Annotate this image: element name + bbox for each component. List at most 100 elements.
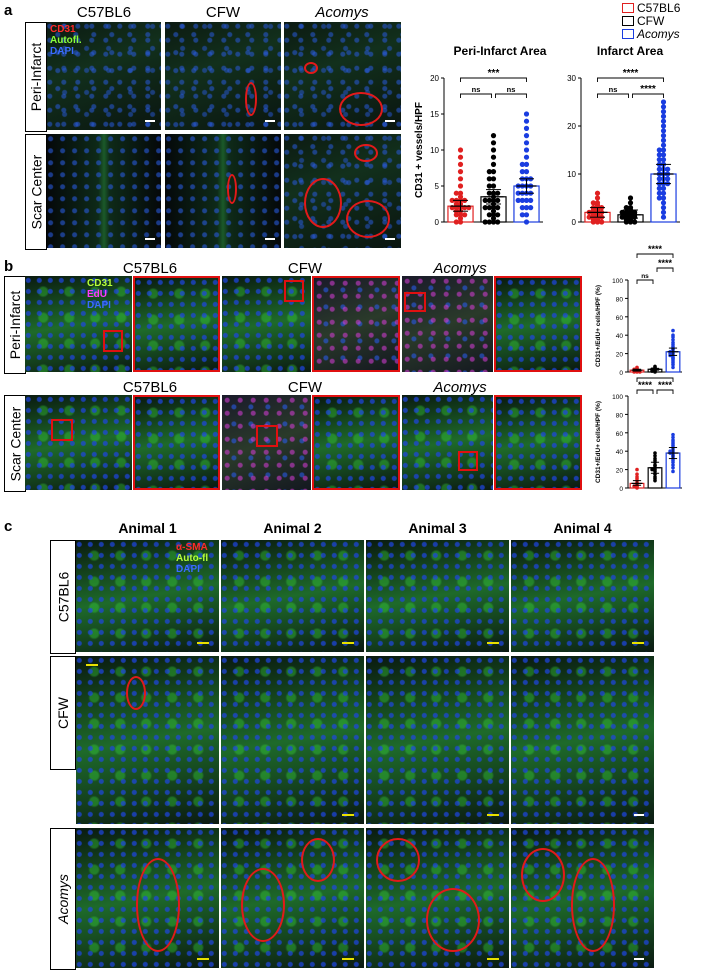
data-point [653,364,657,369]
data-point [457,194,464,200]
chart-b-peri-infarct: 0 20 40 60 80 100 CD31+/EdU+ cells/HPF (%) ****… [595,244,682,377]
data-point [660,133,667,139]
data-point [486,205,492,211]
data-point [523,205,530,211]
y-tick-label: 80 [616,296,624,303]
y-tick-label: 0 [619,370,623,377]
micrograph-c-cfw-animal-3 [366,656,509,824]
data-point [457,183,464,189]
col-header-cfw: CFW [205,4,241,21]
data-point [523,111,530,117]
data-point [515,190,521,196]
data-point [453,219,459,225]
micrograph-b-cfw-scar [222,395,311,490]
data-point [656,166,662,172]
data-point [660,137,667,143]
y-tick-label: 0 [572,218,577,227]
data-point [594,195,601,201]
data-point [523,197,530,203]
data-point [523,147,530,153]
y-tick-label: 20 [567,122,576,131]
data-point [671,365,675,370]
data-point [656,147,662,153]
col-header-animal-3: Animal 3 [408,520,467,536]
data-point [490,133,497,139]
data-point [453,190,459,196]
data-point [490,161,497,167]
significance-bracket [636,253,674,258]
vessel-outline [136,858,180,952]
data-point [632,219,638,225]
vessel-outline [426,888,480,952]
data-point [490,205,497,211]
scale-bar [342,642,354,644]
scale-bar [197,642,209,644]
legend-label: C57BL6 [637,0,681,15]
significance-label: **** [658,258,673,268]
scale-bar [632,642,644,644]
data-point [665,166,671,172]
data-point [660,152,667,158]
significance-bracket [656,389,674,394]
col-header-b2-cfw: CFW [287,379,323,396]
col-header-c57bl6: C57BL6 [76,4,132,21]
vessel-outline [227,174,237,204]
significance-bracket [636,279,654,284]
data-point [495,219,501,225]
data-point [671,338,675,342]
data-point [495,212,501,218]
data-point [482,205,488,211]
scale-bar [86,664,98,666]
scale-bar [634,958,644,960]
scale-bar [487,958,499,960]
data-point [599,219,605,225]
significance-bracket [597,93,629,98]
data-point [650,467,654,472]
chart-infarct-area: 0 10 20 30 **** ns **** [567,68,680,227]
micrograph-a-cfw-peri [165,22,281,130]
micrograph-c-c57-animal-4 [511,540,654,652]
data-point [660,205,667,211]
data-point [660,200,667,206]
data-point [660,195,667,201]
data-point [635,472,639,476]
channel-label-cd31: CD31 [50,24,76,35]
micrograph-b-cfw-peri [222,276,311,372]
data-point [671,438,675,442]
data-point [457,219,464,225]
data-point [668,449,672,453]
data-point [528,197,534,203]
data-point [482,219,488,225]
scale-bar [385,238,395,240]
scale-bar [342,958,354,960]
vessel-outline [304,178,342,228]
data-point [519,205,525,211]
data-point [523,219,530,225]
data-point [457,161,464,167]
significance-label: ns [472,85,481,94]
col-header-animal-1: Animal 1 [118,520,177,536]
significance-bracket [632,93,664,98]
data-point [623,209,629,215]
data-point [594,190,601,196]
data-point [653,451,657,455]
significance-bracket [636,377,674,382]
data-point [660,190,667,196]
data-point [490,212,497,218]
data-point [486,176,492,182]
legend-label: Acomys [637,26,680,41]
micrograph-c-cfw-animal-4 [511,656,654,824]
data-point [660,185,667,191]
scale-bar [487,814,499,816]
data-point [660,109,667,115]
panel-label-c: c [4,518,13,535]
row-label-peri-infarct: Peri-Infarct [25,22,47,132]
significance-label: *** [488,68,500,79]
data-point [653,475,657,479]
y-tick-label: 80 [616,412,624,419]
micrograph-b-acomys-scar-zoom [494,395,582,490]
data-point [660,123,667,129]
vessel-outline [354,144,378,162]
channel-label-dapi: DAPI [176,564,200,575]
data-point [457,176,464,182]
